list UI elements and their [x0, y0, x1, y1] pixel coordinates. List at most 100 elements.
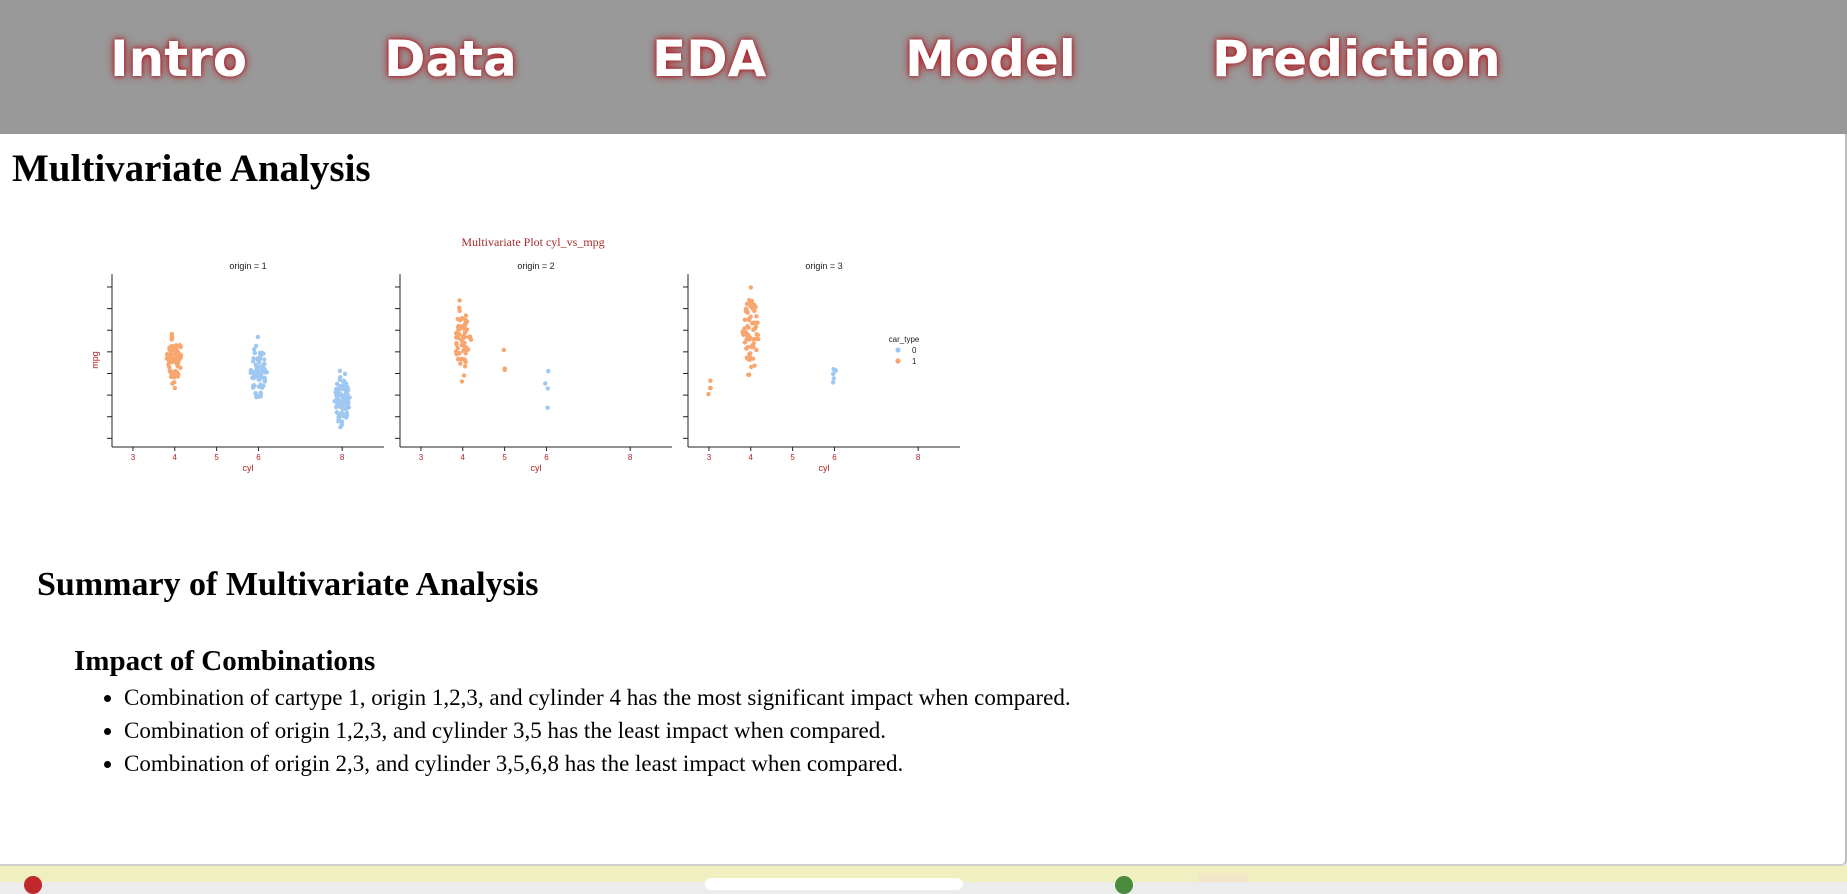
- data-point: [830, 371, 836, 377]
- data-point: [172, 385, 178, 391]
- data-point: [833, 368, 839, 373]
- taskbar-app-tile[interactable]: [1198, 873, 1248, 882]
- x-tick-label: 3: [131, 453, 136, 462]
- data-point: [340, 394, 345, 399]
- data-point: [169, 331, 175, 337]
- data-point: [262, 357, 267, 362]
- data-point: [754, 314, 759, 319]
- data-point: [259, 385, 265, 390]
- legend-label: 1: [912, 357, 917, 366]
- data-point: [745, 310, 750, 315]
- data-point: [747, 316, 752, 321]
- data-point: [253, 343, 259, 349]
- nav-model[interactable]: Model: [905, 30, 1076, 88]
- data-point: [742, 326, 747, 331]
- data-point: [342, 371, 348, 377]
- x-tick-label: 8: [340, 453, 345, 462]
- data-point: [458, 361, 463, 366]
- data-point: [339, 410, 345, 415]
- data-point: [168, 358, 173, 363]
- data-point: [744, 336, 749, 342]
- data-point: [454, 340, 459, 346]
- data-point: [334, 403, 340, 408]
- data-point: [175, 354, 181, 359]
- data-point: [338, 424, 343, 430]
- nav-intro[interactable]: Intro: [110, 30, 248, 88]
- impact-heading: Impact of Combinations: [74, 645, 376, 677]
- facet-label: origin = 3: [805, 261, 842, 271]
- legend-title: car_type: [889, 335, 920, 344]
- data-point: [460, 333, 466, 339]
- nav-data[interactable]: Data: [384, 30, 517, 88]
- taskbar-search-box[interactable]: [705, 878, 963, 890]
- data-point: [169, 350, 174, 356]
- data-point: [545, 405, 550, 410]
- chart-title: Multivariate Plot cyl_vs_mpg: [461, 235, 604, 249]
- data-point: [748, 364, 754, 370]
- x-tick-label: 6: [832, 453, 837, 462]
- data-point: [741, 332, 746, 338]
- data-point: [167, 345, 172, 350]
- data-point: [754, 347, 759, 353]
- data-point: [462, 330, 468, 335]
- data-point: [337, 415, 342, 420]
- data-point: [463, 313, 469, 318]
- finding-item: Combination of origin 2,3, and cylinder …: [124, 747, 1071, 780]
- data-point: [175, 358, 180, 363]
- legend-label: 0: [912, 346, 917, 355]
- data-point: [175, 374, 181, 379]
- data-point: [335, 411, 341, 416]
- data-point: [341, 384, 346, 390]
- data-point: [258, 371, 264, 377]
- data-point: [708, 386, 713, 391]
- legend-marker: [895, 347, 901, 353]
- data-point: [706, 391, 711, 397]
- x-axis-label: cyl: [243, 463, 254, 473]
- data-point: [339, 404, 345, 409]
- x-tick-label: 6: [256, 453, 261, 462]
- data-point: [253, 362, 259, 368]
- facet-label: origin = 2: [517, 261, 554, 271]
- data-point: [171, 356, 177, 361]
- top-navbar: Intro Data EDA Model Prediction: [0, 0, 1847, 134]
- data-point: [752, 363, 757, 368]
- data-point: [457, 298, 462, 303]
- data-point: [753, 304, 758, 310]
- nav-prediction[interactable]: Prediction: [1212, 30, 1501, 88]
- data-point: [546, 368, 551, 374]
- data-point: [165, 355, 171, 361]
- data-point: [255, 334, 261, 340]
- data-point: [501, 347, 507, 353]
- data-point: [750, 356, 756, 361]
- x-tick-label: 4: [173, 453, 178, 462]
- data-point: [455, 350, 460, 356]
- data-point: [337, 375, 343, 381]
- data-point: [830, 380, 836, 385]
- data-point: [459, 338, 464, 343]
- data-point: [746, 372, 752, 377]
- data-point: [744, 301, 750, 307]
- x-tick-label: 6: [544, 453, 549, 462]
- data-point: [257, 360, 262, 365]
- taskbar-green-icon[interactable]: [1115, 876, 1133, 894]
- data-point: [745, 344, 751, 350]
- data-point: [745, 356, 751, 362]
- data-point: [164, 352, 170, 357]
- data-point: [502, 367, 507, 373]
- taskbar-red-icon[interactable]: [24, 876, 42, 894]
- data-point: [257, 356, 263, 362]
- x-tick-label: 3: [707, 453, 712, 462]
- data-point: [708, 378, 713, 383]
- data-point: [543, 381, 548, 386]
- data-point: [336, 419, 341, 424]
- data-point: [251, 375, 257, 380]
- data-point: [174, 344, 179, 349]
- findings-list: Combination of cartype 1, origin 1,2,3, …: [74, 681, 1071, 780]
- data-point: [545, 386, 550, 391]
- finding-item: Combination of origin 1,2,3, and cylinde…: [124, 714, 1071, 747]
- data-point: [339, 419, 345, 424]
- x-tick-label: 5: [502, 453, 507, 462]
- nav-eda[interactable]: EDA: [652, 30, 767, 88]
- data-point: [252, 383, 257, 388]
